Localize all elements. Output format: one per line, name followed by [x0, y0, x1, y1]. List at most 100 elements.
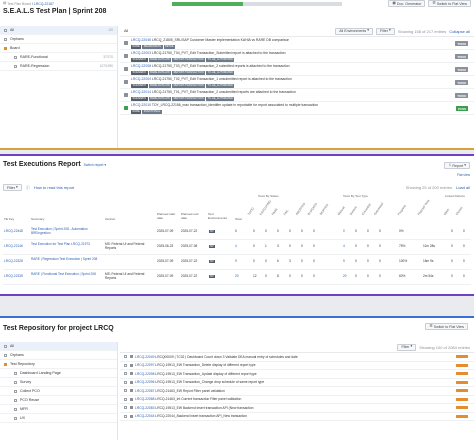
- execution-summary-link[interactable]: Test Execution | Sprint 208 - Automation…: [31, 227, 88, 235]
- test-key-link[interactable]: LRCQ-22014: [131, 89, 151, 94]
- test-key-link[interactable]: LRCQ-22008: [131, 63, 151, 68]
- folder-icon: [14, 407, 17, 411]
- execution-summary-link[interactable]: Test Execution for Test Plan LRCQ-21973: [31, 242, 90, 246]
- planned-time: 16m 9s: [423, 259, 434, 263]
- test-type-icon: [130, 372, 133, 376]
- execution-key-link[interactable]: LRCQ-22146: [4, 244, 23, 248]
- environment-select[interactable]: All Environments ▾: [335, 27, 374, 35]
- execution-row[interactable]: LRCQ-22335 RARE | Functional Test Executi…: [3, 270, 471, 285]
- row-checkbox[interactable]: [124, 414, 127, 418]
- repo-sidebar-item[interactable]: Collect PCO: [0, 387, 117, 396]
- flat-view-link[interactable]: Flat view: [457, 173, 470, 177]
- label-tag: SCENARIO: [131, 70, 148, 75]
- execution-key-link[interactable]: LRCQ-22328: [4, 259, 23, 263]
- test-key-link[interactable]: LRCQ-22044: [135, 414, 155, 419]
- test-row[interactable]: LRCQ-22010 TOY_LRCQ-22156_max transactio…: [120, 102, 474, 115]
- load-all-link[interactable]: Load all: [455, 185, 470, 190]
- repo-sidebar-item[interactable]: Orphans: [0, 351, 117, 360]
- test-row[interactable]: LRCQ-22045 LRCQ_21805_SRL/SAP Customer M…: [120, 37, 474, 50]
- test-key-link[interactable]: LRCQ-22004: [131, 76, 151, 81]
- execution-key-link[interactable]: LRCQ-22335: [4, 274, 23, 278]
- count-value[interactable]: 9: [343, 259, 345, 263]
- repo-test-row[interactable]: LRCQ-22044 LRCQ-22044_Backend insert tra…: [120, 413, 474, 421]
- count-value[interactable]: 0: [343, 229, 345, 233]
- row-checkbox[interactable]: [124, 372, 127, 376]
- repo-sidebar-item[interactable]: Survey: [0, 378, 117, 387]
- how-to-read-link[interactable]: How to read this report: [33, 185, 75, 190]
- planned-start: 2025-07-09: [157, 259, 174, 263]
- repo-switch-label: Switch to Flat View: [433, 324, 464, 329]
- row-checkbox[interactable]: [124, 389, 127, 393]
- row-checkbox[interactable]: [124, 363, 127, 367]
- test-key-link[interactable]: LRCQ-22003: [131, 50, 151, 55]
- count-value[interactable]: 4: [235, 244, 237, 248]
- test-key-link[interactable]: LRCQ-22097: [135, 363, 155, 368]
- test-key-link[interactable]: LRCQ-22087: [135, 388, 155, 393]
- count-value: 0: [313, 274, 315, 278]
- test-row[interactable]: LRCQ-22004 LRCQ-21750_T02_PVT_Edit Trans…: [120, 76, 474, 89]
- environment-tag: SIT: [209, 230, 215, 233]
- sidebar-item-rare-regression[interactable]: RARE-Regression 107/1990: [0, 62, 117, 71]
- execution-row[interactable]: LRCQ-22328 RARE | Regression Test Executi…: [3, 255, 471, 270]
- test-row[interactable]: LRCQ-22014 LRCQ-21750_T01_PVT_Edit Trans…: [120, 89, 474, 102]
- test-key-link[interactable]: LRCQ-22083: [135, 405, 155, 410]
- execution-row[interactable]: LRCQ-22146 Test Execution for Test Plan L…: [3, 240, 471, 255]
- repo-test-row[interactable]: LRCQ-22088 LRCQ-21463_Int Current transa…: [120, 396, 474, 404]
- test-row[interactable]: LRCQ-22003 LRCQ-21750_T04_PVT_Edit Trans…: [120, 50, 474, 63]
- test-key-link[interactable]: LRCQ-22049: [135, 354, 155, 359]
- switch-report-link[interactable]: Switch report ▾: [84, 163, 106, 167]
- execution-summary-link[interactable]: RARE | Functional Test Execution | Sprin…: [31, 272, 96, 276]
- count-value: 0: [367, 274, 369, 278]
- row-checkbox[interactable]: [124, 406, 127, 410]
- execution-summary-link[interactable]: RARE | Regression Test Execution | Sprin…: [31, 257, 98, 261]
- test-key-link[interactable]: LRCQ-22098: [135, 371, 155, 376]
- filter-button[interactable]: Filter ▾: [376, 27, 395, 35]
- count-value[interactable]: 9: [235, 259, 237, 263]
- repo-sidebar-item[interactable]: PCO Reuse: [0, 396, 117, 405]
- repo-switch-flat-view-button[interactable]: ☰ Switch to Flat View: [425, 323, 468, 330]
- doc-generator-button[interactable]: ▦ Doc. Generator: [388, 0, 426, 7]
- repo-filter-button[interactable]: Filter ▾: [397, 343, 417, 351]
- count-value[interactable]: 4: [343, 244, 345, 248]
- sidebar-item-orphans[interactable]: Orphans: [0, 35, 117, 44]
- defects-closed: 0: [463, 259, 465, 263]
- count-value[interactable]: 20: [343, 274, 347, 278]
- execution-row[interactable]: LRCQ-22448 Test Execution | Sprint 208 - …: [3, 225, 471, 240]
- collapse-all-link[interactable]: Collapse all: [449, 28, 470, 34]
- repo-sidebar-label: Orphans: [10, 353, 24, 357]
- repo-test-row[interactable]: LRCQ-22097 LRCQ-19513_EW Transaction_Del…: [120, 362, 474, 370]
- repo-test-row[interactable]: LRCQ-22049 LRCQ00009 | TC02 | Dashboard …: [120, 353, 474, 362]
- row-checkbox[interactable]: [124, 397, 127, 401]
- count-value: 0: [265, 229, 267, 233]
- count-value[interactable]: 20: [235, 274, 239, 278]
- repo-sidebar-item[interactable]: MFR: [0, 405, 117, 414]
- switch-flat-view-button[interactable]: ☰ Switch to Flat View: [428, 0, 471, 7]
- repo-sidebar-item[interactable]: All: [0, 342, 117, 351]
- test-key-link[interactable]: LRCQ-22088: [135, 397, 155, 402]
- row-checkbox[interactable]: [124, 380, 127, 384]
- repo-sidebar-item[interactable]: Dashboard Landing Page: [0, 369, 117, 378]
- report-button[interactable]: ⇩ Report ▾: [444, 162, 470, 169]
- repo-test-row[interactable]: LRCQ-22096 LRCQ-19513_EW Transaction_Cha…: [120, 379, 474, 387]
- sidebar-item-all[interactable]: All 0/0: [0, 26, 117, 35]
- executions-filter-button[interactable]: Filter ▾: [3, 184, 22, 191]
- status-badge: [456, 397, 468, 401]
- label-tag: SCENARIO: [131, 83, 148, 88]
- test-row[interactable]: LRCQ-22008 LRCQ-21750_T03_PVT_Edit Trans…: [120, 63, 474, 76]
- repo-test-row[interactable]: LRCQ-22083 LRCQ-19513_EW Backend insert …: [120, 404, 474, 413]
- count-value: 0: [301, 259, 303, 263]
- test-key-link[interactable]: LRCQ-22045: [131, 37, 151, 42]
- repo-test-row[interactable]: LRCQ-22098 LRCQ-19513_EW Transaction_Upd…: [120, 370, 474, 379]
- breadcrumb-root[interactable]: Test Plan Board: [7, 1, 32, 6]
- execution-key-link[interactable]: LRCQ-22448: [4, 229, 23, 233]
- row-checkbox[interactable]: [124, 355, 127, 359]
- breadcrumb-id[interactable]: LRCQ-22187: [33, 1, 54, 6]
- repo-sidebar-item[interactable]: UX: [0, 414, 117, 423]
- test-key-link[interactable]: LRCQ-22010: [131, 102, 151, 107]
- repo-test-row[interactable]: LRCQ-22087 LRCQ-21463_EW Report Filter p…: [120, 387, 474, 396]
- repo-sidebar-item[interactable]: Test Repository: [0, 360, 117, 369]
- test-key-link[interactable]: LRCQ-22096: [135, 380, 155, 385]
- sidebar-item-board[interactable]: Board: [0, 44, 117, 53]
- count-value[interactable]: 8: [235, 229, 237, 233]
- sidebar-item-rare-functional[interactable]: RARE-Functional 37/270: [0, 53, 117, 62]
